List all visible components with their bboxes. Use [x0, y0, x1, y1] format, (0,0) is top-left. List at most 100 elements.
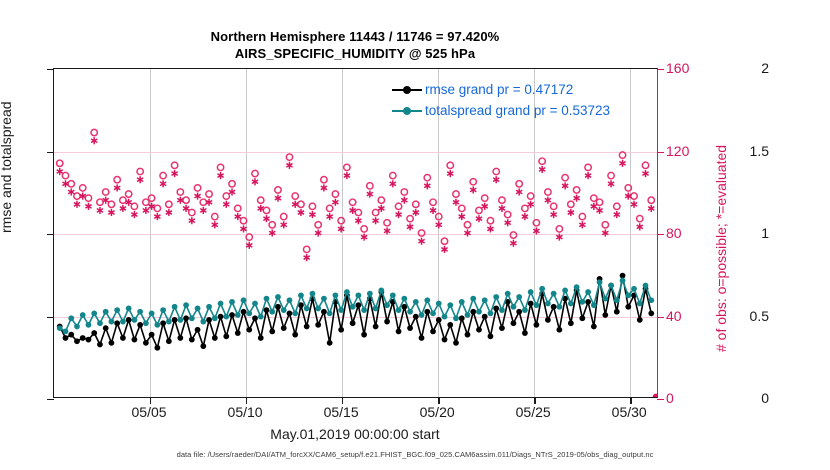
- legend-swatch-rmse: [392, 84, 422, 96]
- marker-evaluated: [73, 200, 81, 208]
- marker-evaluated: [590, 202, 598, 210]
- legend-item-rmse[interactable]: rmse grand pr = 0.47172: [392, 79, 610, 100]
- marker-evaluated: [263, 215, 270, 223]
- marker-evaluated: [337, 225, 345, 233]
- x-axis-tick-label: 05/15: [323, 404, 359, 420]
- data-point: [309, 290, 316, 297]
- marker-possible: [182, 196, 191, 205]
- data-point: [441, 313, 448, 320]
- data-point: [499, 325, 505, 332]
- marker-possible: [107, 200, 116, 209]
- y-axis-left-tick-label: 1: [761, 225, 769, 241]
- data-point: [200, 343, 207, 350]
- marker-evaluated: [366, 190, 374, 198]
- data-point: [131, 317, 138, 323]
- marker-evaluated: [107, 208, 115, 217]
- marker-possible: [159, 171, 168, 180]
- data-point: [229, 312, 235, 318]
- marker-evaluated: [521, 213, 529, 221]
- marker-possible: [136, 167, 145, 176]
- marker-possible: [624, 183, 633, 192]
- data-point: [648, 310, 655, 317]
- data-point: [125, 305, 132, 312]
- data-point: [252, 315, 258, 322]
- data-point: [206, 303, 212, 310]
- data-point: [252, 300, 258, 307]
- marker-evaluated: [607, 180, 615, 188]
- legend-item-totalspread[interactable]: totalspread grand pr = 0.53723: [392, 100, 610, 121]
- y-axis-left-tick: [47, 69, 54, 71]
- marker-evaluated: [90, 137, 98, 145]
- data-point: [108, 339, 115, 346]
- marker-possible: [233, 204, 242, 213]
- data-point: [642, 282, 649, 289]
- data-point: [275, 303, 281, 310]
- data-point: [516, 308, 523, 315]
- data-point: [165, 338, 172, 345]
- marker-possible: [84, 194, 93, 203]
- data-point: [188, 336, 195, 343]
- marker-evaluated: [297, 208, 305, 217]
- marker-evaluated: [194, 192, 202, 200]
- y-axis-right-tick-label: 160: [666, 60, 690, 76]
- data-point: [516, 294, 523, 300]
- data-point: [458, 315, 465, 322]
- data-point: [303, 323, 310, 330]
- marker-possible: [394, 202, 403, 211]
- data-point: [280, 325, 287, 332]
- marker-possible: [457, 204, 466, 213]
- data-point: [74, 323, 80, 330]
- y-axis-right-tick-label: 120: [666, 142, 690, 159]
- marker-evaluated: [538, 165, 546, 174]
- data-point: [286, 297, 293, 304]
- data-point: [625, 292, 632, 299]
- marker-possible: [434, 212, 443, 221]
- data-point: [97, 320, 103, 327]
- marker-evaluated: [102, 196, 110, 204]
- gridline-vertical: [246, 69, 248, 397]
- axis-end-marker: [652, 393, 657, 397]
- marker-evaluated: [544, 196, 552, 204]
- data-point: [556, 303, 563, 310]
- marker-possible: [618, 151, 627, 160]
- data-point: [401, 303, 408, 310]
- marker-possible: [584, 163, 593, 172]
- data-point: [625, 303, 632, 310]
- data-point: [355, 302, 362, 309]
- marker-possible: [302, 245, 311, 254]
- data-point: [464, 312, 471, 318]
- data-point: [441, 336, 448, 343]
- marker-evaluated: [79, 192, 87, 200]
- data-point: [171, 303, 178, 310]
- data-point: [556, 326, 563, 333]
- data-point: [79, 312, 86, 318]
- data-point: [412, 298, 419, 305]
- marker-possible: [314, 220, 323, 229]
- data-point: [378, 287, 385, 294]
- data-point: [430, 328, 436, 335]
- marker-possible: [520, 204, 529, 213]
- data-point: [332, 292, 339, 299]
- data-point: [476, 308, 482, 315]
- marker-possible: [268, 220, 277, 229]
- marker-possible: [354, 208, 363, 217]
- marker-evaluated: [234, 213, 242, 221]
- data-point: [292, 310, 299, 317]
- data-point: [137, 321, 144, 328]
- data-point: [240, 297, 247, 304]
- data-point: [544, 317, 551, 323]
- data-point: [384, 318, 390, 325]
- marker-evaluated: [647, 204, 655, 212]
- data-point: [522, 307, 528, 313]
- data-point: [211, 315, 218, 322]
- marker-evaluated: [211, 221, 219, 229]
- marker-possible: [199, 198, 208, 207]
- marker-evaluated: [395, 210, 403, 219]
- marker-evaluated: [171, 169, 179, 178]
- data-point: [349, 320, 356, 327]
- y-axis-left-tick: [47, 316, 54, 318]
- marker-possible: [572, 186, 581, 194]
- x-axis-tick-label: 05/10: [227, 404, 263, 420]
- marker-evaluated: [159, 180, 167, 188]
- marker-evaluated: [383, 227, 391, 235]
